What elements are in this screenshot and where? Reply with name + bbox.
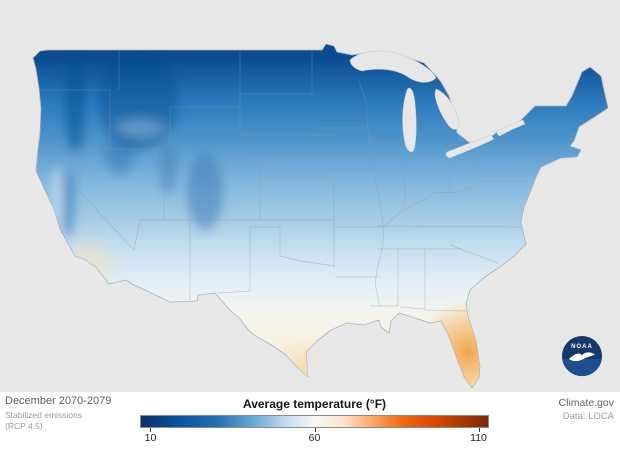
lake-ontario xyxy=(496,119,526,137)
map-area xyxy=(0,0,620,392)
tick-label-mid: 60 xyxy=(308,432,321,444)
lake-huron xyxy=(434,88,460,130)
tick-mark-min xyxy=(150,428,152,432)
mountain-cold-overlays xyxy=(51,50,223,237)
legend-title: Average temperature (°F) xyxy=(242,397,387,411)
tick-label-min: 10 xyxy=(144,432,157,444)
footer-left: December 2070-2079 Stabilized emissions … xyxy=(5,395,111,432)
tick-mark-mid xyxy=(314,428,316,432)
attribution-label: Climate.gov xyxy=(558,397,614,409)
scenario-detail-label: (RCP 4.5) xyxy=(5,421,43,432)
lake-erie xyxy=(445,134,495,159)
colorbar xyxy=(140,415,489,428)
tick-mark-max xyxy=(478,428,480,432)
lake-michigan xyxy=(402,87,417,153)
us-temperature-map xyxy=(0,0,620,392)
noaa-logo: NOAA xyxy=(562,336,602,377)
legend: Average temperature (°F) 10 60 110 xyxy=(140,397,489,445)
tick-label-max: 110 xyxy=(470,432,487,444)
noaa-logo-sea xyxy=(562,359,602,377)
state-borders xyxy=(38,50,530,312)
colorbar-ticks: 10 60 110 xyxy=(140,428,489,445)
scenario-label: Stabilized emissions xyxy=(5,410,83,420)
great-lakes xyxy=(349,50,526,159)
noaa-logo-text: NOAA xyxy=(571,344,593,350)
noaa-gull-icon xyxy=(569,352,595,362)
footer-right: Climate.gov Data: LOCA xyxy=(559,397,614,422)
lake-superior xyxy=(349,50,437,83)
date-range-label: December 2070-2079 xyxy=(5,395,112,407)
data-source-label: Data: LOCA xyxy=(562,411,614,422)
